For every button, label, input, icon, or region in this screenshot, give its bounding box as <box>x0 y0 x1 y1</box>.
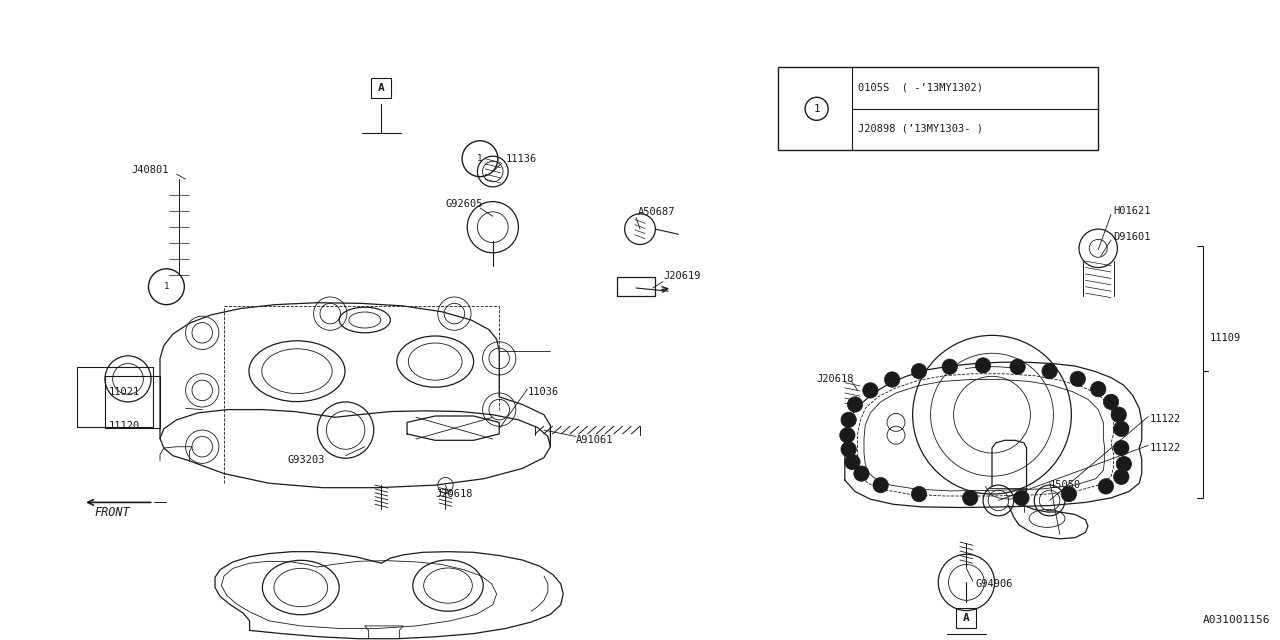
Text: J40801: J40801 <box>132 164 169 175</box>
Circle shape <box>847 397 863 412</box>
Circle shape <box>873 477 888 493</box>
Text: 1: 1 <box>813 104 820 114</box>
Circle shape <box>1103 394 1119 410</box>
Text: H01621: H01621 <box>1114 206 1151 216</box>
Text: 11109: 11109 <box>1210 333 1240 343</box>
Circle shape <box>845 454 860 470</box>
Text: 1: 1 <box>164 282 169 291</box>
Text: 11136: 11136 <box>506 154 536 164</box>
Circle shape <box>1098 479 1114 494</box>
Bar <box>105 376 160 428</box>
Text: J20618: J20618 <box>817 374 854 384</box>
Bar <box>778 67 1098 150</box>
Circle shape <box>911 364 927 379</box>
Circle shape <box>840 428 855 443</box>
Text: 15050: 15050 <box>1050 480 1080 490</box>
Circle shape <box>1014 490 1029 506</box>
Circle shape <box>1114 469 1129 484</box>
Text: 11036: 11036 <box>527 387 558 397</box>
Text: FRONT: FRONT <box>95 506 131 518</box>
Circle shape <box>1042 364 1057 379</box>
Text: A031001156: A031001156 <box>1202 615 1270 625</box>
Circle shape <box>963 490 978 506</box>
Text: J20618: J20618 <box>435 489 472 499</box>
Text: D91601: D91601 <box>1114 232 1151 242</box>
Circle shape <box>1116 456 1132 472</box>
Circle shape <box>884 372 900 387</box>
Bar <box>371 78 392 99</box>
Circle shape <box>841 442 856 457</box>
Circle shape <box>1091 381 1106 397</box>
Text: J20898 (’13MY1303- ): J20898 (’13MY1303- ) <box>858 124 983 134</box>
Text: G93203: G93203 <box>288 454 325 465</box>
Circle shape <box>975 358 991 373</box>
Text: 11122: 11122 <box>1149 414 1180 424</box>
Text: G94906: G94906 <box>975 579 1012 589</box>
Text: 0105S  ( -’13MY1302): 0105S ( -’13MY1302) <box>858 82 983 92</box>
Circle shape <box>942 359 957 374</box>
Bar <box>77 367 154 427</box>
Text: 11021: 11021 <box>109 387 140 397</box>
Text: A50687: A50687 <box>637 207 675 218</box>
Text: G92605: G92605 <box>445 198 483 209</box>
Circle shape <box>911 486 927 502</box>
Text: 11122: 11122 <box>1149 443 1180 453</box>
Circle shape <box>841 412 856 428</box>
Text: J20619: J20619 <box>663 271 700 282</box>
Text: 1: 1 <box>477 154 483 163</box>
Circle shape <box>1070 371 1085 387</box>
Text: A: A <box>963 612 970 623</box>
Text: 11120: 11120 <box>109 420 140 431</box>
Circle shape <box>1114 440 1129 456</box>
Circle shape <box>1111 407 1126 422</box>
Circle shape <box>863 383 878 398</box>
Text: A91061: A91061 <box>576 435 613 445</box>
Circle shape <box>1010 359 1025 374</box>
Circle shape <box>1114 421 1129 436</box>
Bar <box>956 607 977 628</box>
Text: A: A <box>378 83 385 93</box>
Circle shape <box>854 466 869 481</box>
Circle shape <box>1061 486 1076 502</box>
